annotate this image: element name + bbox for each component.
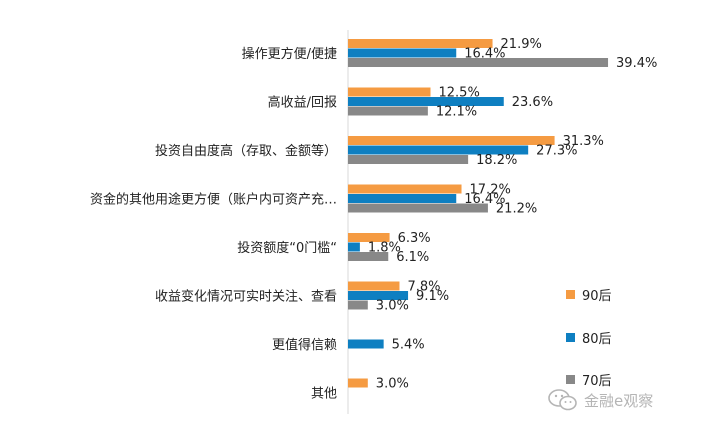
bar-90后-5 [348,281,400,291]
data-label: 21.9% [501,37,542,52]
data-label: 3.0% [376,377,409,392]
bar-90后-4 [348,233,390,242]
bar-80后-4 [348,242,360,252]
bar-70后-2 [348,155,469,164]
data-label: 5.4% [392,338,425,353]
data-label: 31.3% [563,134,604,149]
data-label: 16.4% [464,192,505,207]
wechat-icon [548,389,577,411]
data-label: 6.1% [396,250,429,265]
legend-label: 70后 [582,374,612,389]
bar-70后-4 [348,252,389,261]
data-label: 9.1% [416,289,449,304]
legend-swatch [566,375,575,384]
bar-90后-3 [348,184,462,194]
category-label: 操作更方便/便捷 [242,46,337,62]
legend: 90后 80后 70后 [566,289,612,389]
category-label: 更值得信赖 [272,337,337,353]
category-label: 投资额度“0门槛“ [237,240,337,256]
category-label: 投资自由度高（存取、金额等） [155,143,337,159]
legend-label: 90后 [582,289,612,304]
watermark-text: 金融e观察 [584,391,654,410]
data-label: 23.6% [512,95,553,110]
data-label: 12.5% [439,86,480,101]
bar-90后-1 [348,87,431,97]
watermark: 金融e观察 [548,384,718,416]
bar-90后-2 [348,136,555,145]
data-label: 27.3% [536,144,577,159]
bar-70后-1 [348,106,428,116]
bar-90后-0 [348,39,493,48]
data-label: 18.2% [476,153,517,168]
bar-90后-7 [348,378,368,388]
data-label: 21.2% [496,202,537,217]
data-label: 12.1% [436,105,477,120]
bar-80后-2 [348,145,529,155]
legend-swatch [566,290,575,299]
category-label: 其他 [311,387,337,402]
bar-70后-5 [348,300,368,310]
bar-80后-0 [348,48,457,58]
bar-80后-6 [348,339,384,349]
bar-80后-1 [348,97,504,106]
legend-swatch [566,333,575,342]
bar-80后-5 [348,291,409,300]
category-label: 收益变化情况可实时关注、查看 [155,289,337,305]
category-label: 高收益/回报 [268,95,337,111]
bar-80后-3 [348,194,457,203]
category-label: 资金的其他用途更方便（账户内可资产充… [90,192,337,208]
data-label: 16.4% [464,47,505,62]
bar-70后-3 [348,203,488,213]
data-label: 17.2% [470,183,511,198]
data-label: 6.3% [398,231,431,246]
data-label: 1.8% [368,241,401,256]
legend-label: 80后 [582,332,612,347]
bars [348,39,609,388]
data-label: 3.0% [376,299,409,314]
data-label: 39.4% [616,56,657,71]
data-label: 7.8% [407,280,440,295]
value-labels: 21.9%16.4%39.4%12.5%23.6%12.1%31.3%27.3%… [368,37,657,392]
bar-70后-0 [348,58,609,67]
